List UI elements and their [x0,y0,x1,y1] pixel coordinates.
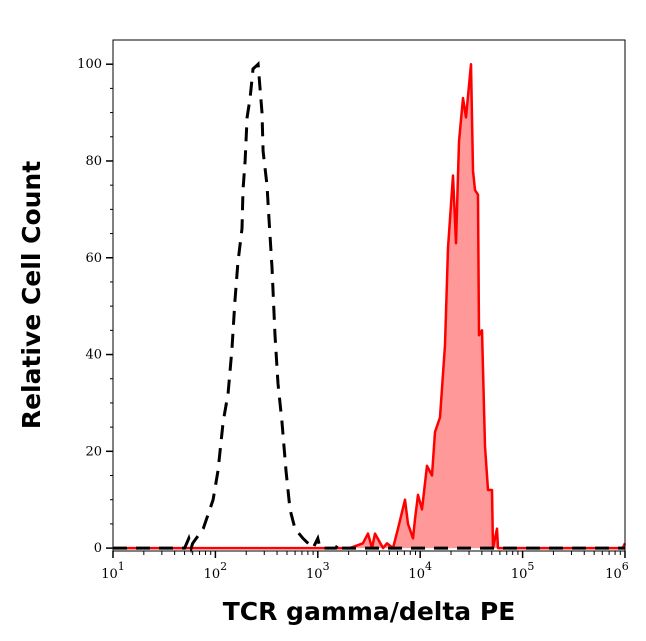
y-tick-label: 80 [85,154,102,169]
series-line-dashed [113,60,625,554]
x-axis: 101 102 103 104 105 106 [101,551,629,582]
x-tick-label: 105 [511,560,535,582]
x-tick-label: 103 [306,560,330,582]
x-tick-label: 101 [101,560,125,582]
y-tick-label: 40 [85,348,102,363]
x-axis-title: TCR gamma/delta PE [223,597,516,626]
x-tick-label: 104 [408,560,432,582]
y-axis: 0 20 40 60 80 100 [77,57,113,556]
series-fill [113,64,625,549]
series-line-filled [113,62,627,550]
plot-area [112,39,627,554]
x-tick-label: 102 [204,560,228,582]
y-tick-label: 100 [77,57,102,72]
y-tick-label: 0 [94,541,102,556]
y-tick-label: 20 [85,444,102,459]
plot-frame [112,39,626,552]
x-tick-label: 106 [605,560,629,582]
y-tick-label: 60 [85,251,102,266]
y-axis-title: Relative Cell Count [17,161,46,429]
